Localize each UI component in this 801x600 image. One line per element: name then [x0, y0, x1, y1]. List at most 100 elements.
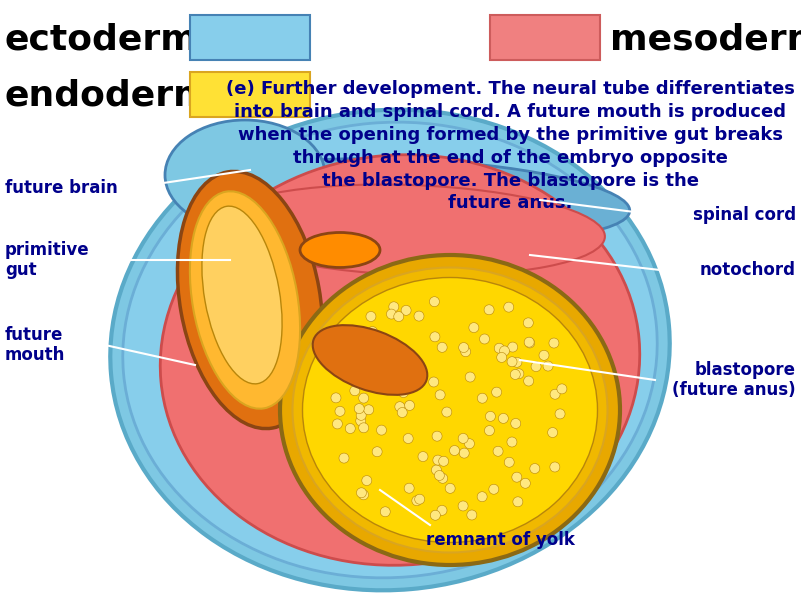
- Ellipse shape: [401, 305, 411, 316]
- Ellipse shape: [366, 311, 376, 322]
- Text: future brain: future brain: [5, 179, 118, 197]
- Ellipse shape: [513, 497, 523, 507]
- Ellipse shape: [432, 465, 441, 475]
- Ellipse shape: [485, 412, 495, 421]
- Ellipse shape: [211, 158, 630, 241]
- Ellipse shape: [356, 410, 366, 421]
- Ellipse shape: [412, 496, 422, 506]
- Ellipse shape: [524, 337, 534, 347]
- Ellipse shape: [493, 446, 503, 456]
- Ellipse shape: [523, 318, 533, 328]
- Ellipse shape: [396, 370, 405, 379]
- Ellipse shape: [459, 343, 469, 353]
- Ellipse shape: [435, 390, 445, 400]
- Text: endoderm: endoderm: [5, 78, 211, 112]
- Ellipse shape: [465, 372, 475, 382]
- Ellipse shape: [458, 501, 468, 511]
- Ellipse shape: [555, 409, 565, 419]
- Ellipse shape: [525, 338, 535, 348]
- Text: ectoderm: ectoderm: [5, 23, 199, 57]
- FancyBboxPatch shape: [490, 15, 600, 60]
- Ellipse shape: [461, 347, 471, 357]
- Ellipse shape: [497, 352, 507, 362]
- Ellipse shape: [512, 357, 522, 367]
- Ellipse shape: [398, 388, 409, 398]
- Ellipse shape: [202, 206, 282, 384]
- Ellipse shape: [504, 302, 513, 312]
- Ellipse shape: [442, 407, 452, 417]
- Text: primitive: primitive: [5, 241, 90, 259]
- Ellipse shape: [549, 462, 560, 472]
- FancyBboxPatch shape: [190, 72, 310, 117]
- Ellipse shape: [292, 268, 607, 553]
- Ellipse shape: [430, 510, 441, 520]
- Ellipse shape: [439, 456, 449, 466]
- Ellipse shape: [548, 428, 557, 437]
- Ellipse shape: [418, 452, 428, 461]
- Ellipse shape: [345, 424, 356, 434]
- Ellipse shape: [394, 311, 404, 322]
- Ellipse shape: [160, 155, 640, 565]
- Ellipse shape: [373, 338, 383, 348]
- Ellipse shape: [458, 433, 468, 443]
- Ellipse shape: [459, 448, 469, 458]
- Ellipse shape: [362, 476, 372, 485]
- Ellipse shape: [335, 406, 345, 416]
- Ellipse shape: [511, 418, 521, 428]
- Ellipse shape: [356, 488, 366, 498]
- Ellipse shape: [469, 323, 479, 332]
- Ellipse shape: [405, 483, 414, 493]
- Ellipse shape: [492, 387, 501, 397]
- Ellipse shape: [414, 311, 424, 321]
- Text: mesoderm: mesoderm: [610, 23, 801, 57]
- Ellipse shape: [386, 309, 396, 319]
- Ellipse shape: [397, 407, 407, 418]
- Ellipse shape: [500, 346, 509, 356]
- Ellipse shape: [430, 332, 440, 342]
- Ellipse shape: [372, 447, 382, 457]
- Ellipse shape: [356, 416, 366, 426]
- Ellipse shape: [480, 334, 489, 344]
- Ellipse shape: [434, 470, 445, 481]
- Ellipse shape: [437, 505, 447, 515]
- Ellipse shape: [380, 507, 390, 517]
- Ellipse shape: [359, 423, 368, 433]
- Ellipse shape: [388, 302, 399, 312]
- Ellipse shape: [485, 425, 494, 436]
- Ellipse shape: [380, 368, 389, 377]
- Ellipse shape: [432, 431, 442, 441]
- Text: blastopore: blastopore: [695, 361, 796, 379]
- Ellipse shape: [549, 338, 559, 348]
- FancyBboxPatch shape: [190, 15, 310, 60]
- Ellipse shape: [397, 376, 408, 386]
- Ellipse shape: [405, 400, 415, 410]
- Ellipse shape: [539, 350, 549, 361]
- Ellipse shape: [531, 362, 541, 371]
- Ellipse shape: [507, 437, 517, 447]
- Ellipse shape: [437, 473, 448, 484]
- Ellipse shape: [477, 393, 487, 403]
- Ellipse shape: [465, 439, 474, 449]
- Ellipse shape: [392, 370, 402, 380]
- Ellipse shape: [550, 389, 560, 399]
- Ellipse shape: [368, 326, 377, 337]
- Ellipse shape: [514, 369, 524, 379]
- Ellipse shape: [361, 362, 372, 372]
- Ellipse shape: [331, 393, 341, 403]
- Ellipse shape: [521, 478, 530, 488]
- Ellipse shape: [529, 464, 540, 473]
- Ellipse shape: [339, 453, 349, 463]
- Ellipse shape: [433, 455, 443, 465]
- Ellipse shape: [507, 357, 517, 367]
- Ellipse shape: [364, 405, 374, 415]
- Text: future: future: [5, 326, 63, 344]
- Ellipse shape: [354, 404, 364, 413]
- Ellipse shape: [524, 376, 533, 386]
- Ellipse shape: [510, 370, 521, 379]
- Ellipse shape: [395, 401, 405, 412]
- Ellipse shape: [449, 445, 460, 455]
- Ellipse shape: [280, 255, 620, 565]
- Text: spinal cord: spinal cord: [693, 206, 796, 224]
- Ellipse shape: [312, 325, 427, 395]
- Ellipse shape: [332, 419, 342, 429]
